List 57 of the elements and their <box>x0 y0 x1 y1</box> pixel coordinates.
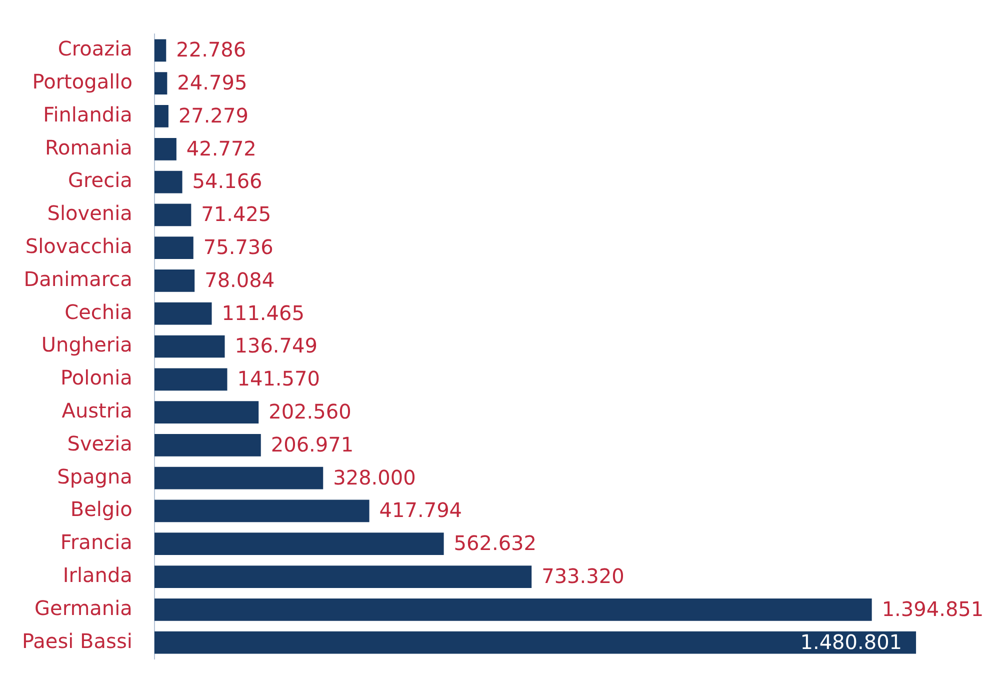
data-label: 206.971 <box>270 432 354 456</box>
y-tick-label: Grecia <box>68 168 132 192</box>
data-label: 22.786 <box>176 38 246 62</box>
data-label: 202.560 <box>268 399 352 424</box>
bar <box>154 72 168 95</box>
y-tick-label: Germania <box>34 596 132 620</box>
bar <box>154 598 872 621</box>
data-label: 78.084 <box>204 268 275 292</box>
data-label: 24.795 <box>177 70 248 95</box>
data-label: 111.465 <box>222 300 304 325</box>
data-label: 733.320 <box>542 564 624 588</box>
data-label: 1.480.801 <box>800 630 902 654</box>
y-tick-label: Paesi Bassi <box>22 628 132 653</box>
y-tick-label: Danimarca <box>24 266 132 291</box>
data-label: 136.749 <box>234 334 318 358</box>
bar <box>154 434 261 456</box>
bar <box>154 631 916 654</box>
bar <box>154 204 192 226</box>
data-label: 75.736 <box>203 235 274 260</box>
data-label: 417.794 <box>379 498 462 522</box>
bar <box>154 39 166 62</box>
data-label: 328.000 <box>333 465 416 490</box>
y-tick-label: Francia <box>60 530 132 554</box>
y-tick-label: Belgio <box>70 497 132 522</box>
y-tick-label: Irlanda <box>62 562 132 587</box>
y-tick-label: Portogallo <box>32 70 132 94</box>
y-tick-label: Spagna <box>57 464 132 488</box>
bar <box>154 335 225 358</box>
bar <box>154 532 444 556</box>
bar <box>154 302 212 325</box>
data-label: 71.425 <box>201 202 272 226</box>
data-label: 54.166 <box>192 169 262 194</box>
bar <box>154 368 228 391</box>
bar <box>154 566 532 588</box>
data-label: 27.279 <box>178 103 248 128</box>
y-tick-label: Cechia <box>64 300 132 324</box>
y-tick-label: Polonia <box>60 366 132 390</box>
y-tick-label: Croazia <box>58 36 132 61</box>
data-label: 141.570 <box>237 366 320 391</box>
data-label: 562.632 <box>454 531 537 556</box>
y-tick-label: Austria <box>62 398 132 422</box>
y-tick-label: Finlandia <box>43 102 132 126</box>
bar <box>154 500 370 522</box>
y-tick-label: Ungheria <box>41 332 132 357</box>
bar <box>154 170 182 194</box>
y-tick-label: Romania <box>44 135 132 160</box>
y-tick-label: Svezia <box>67 431 132 456</box>
data-label: 42.772 <box>186 136 256 160</box>
bar <box>154 466 324 490</box>
y-tick-label: Slovacchia <box>25 234 132 258</box>
bar <box>154 105 168 128</box>
data-label: 1.394.851 <box>882 596 984 621</box>
bar <box>154 401 259 424</box>
bar <box>154 138 176 160</box>
y-tick-label: Slovenia <box>47 201 132 226</box>
bar <box>154 270 195 292</box>
bar <box>154 236 194 259</box>
